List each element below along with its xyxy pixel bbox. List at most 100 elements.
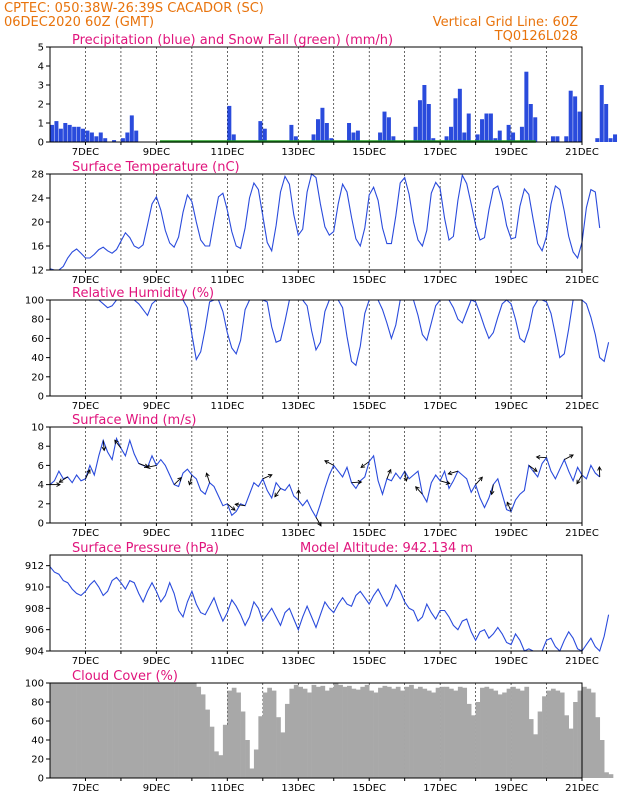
cloud-bar	[307, 692, 312, 778]
y-tick-label: 12	[31, 266, 44, 277]
cloud-bar	[449, 688, 454, 778]
cloud-bar	[564, 715, 569, 778]
wind-arrow	[576, 474, 583, 484]
cloud-bar	[280, 732, 286, 778]
cloud-bar	[582, 686, 587, 778]
precip-bar	[324, 123, 329, 142]
cloud-bar	[316, 686, 321, 778]
precip-bar	[386, 117, 391, 142]
series-line	[49, 566, 610, 653]
precip-bar	[103, 138, 108, 142]
x-tick-label: 17DEC	[423, 783, 457, 794]
precip-bar	[453, 98, 458, 142]
precip-bar	[426, 104, 431, 142]
x-tick-label: 7DEC	[72, 147, 99, 158]
y-tick-label: 80	[31, 698, 44, 709]
header-grid-note: Vertical Grid Line: 60Z	[433, 15, 578, 30]
precip-bar	[351, 132, 356, 142]
cloud-bar	[222, 724, 228, 778]
cloud-bar	[519, 690, 525, 778]
x-tick-label: 9DEC	[143, 147, 170, 158]
x-tick-label: 19DEC	[494, 528, 528, 539]
precip-bar	[94, 136, 99, 142]
panel-title: Surface Wind (m/s)	[72, 413, 196, 428]
cloud-bar	[58, 683, 64, 778]
precip-bar	[120, 138, 125, 142]
cloud-bar	[151, 683, 157, 778]
x-tick-label: 19DEC	[494, 147, 528, 158]
wind-arrow-head	[506, 501, 511, 507]
cloud-bar	[395, 686, 401, 778]
wind-arrow	[146, 464, 157, 468]
x-tick-label: 17DEC	[423, 275, 457, 286]
cloud-bar	[409, 684, 414, 778]
precip-bar	[417, 100, 422, 142]
y-tick-label: 0	[38, 519, 44, 530]
precip-bar	[595, 138, 600, 142]
cloud-bar	[253, 749, 259, 778]
cloud-bar	[196, 686, 202, 778]
x-tick-label: 21DEC	[565, 401, 599, 412]
wind-arrow	[59, 476, 68, 483]
x-tick-label: 21DEC	[565, 783, 599, 794]
cloud-bar	[404, 686, 410, 778]
wind-arrow-head	[296, 489, 301, 494]
x-tick-label: 19DEC	[494, 783, 528, 794]
series-line	[50, 299, 610, 367]
wind-arrow	[386, 469, 392, 480]
precip-bar	[484, 113, 489, 142]
panel-4: 0 2 4 6 8 10 7DEC 9DEC 11DEC 13DEC 15DEC 17DEC 19DEC…	[31, 413, 602, 539]
wind-arrow-head	[478, 476, 483, 482]
wind-arrow	[173, 477, 182, 485]
precip-bar	[382, 111, 387, 142]
precip-bar	[262, 128, 267, 142]
cloud-bar	[249, 768, 255, 778]
cloud-bar	[284, 703, 290, 778]
cloud-bar	[511, 686, 516, 778]
y-tick-label: 10	[31, 423, 44, 434]
cloud-bar	[89, 683, 95, 778]
precip-bar	[329, 138, 334, 142]
panel-6: 0 20 40 60 80 100 7DEC 9DEC 11DEC 13DEC 15DEC 17DEC…	[25, 669, 614, 794]
cloud-bar	[493, 690, 499, 778]
wind-arrow-head	[403, 477, 409, 482]
precip-bar	[599, 85, 604, 142]
precip-bar	[112, 140, 117, 142]
wind-arrow	[440, 480, 450, 484]
cloud-bar	[258, 716, 264, 778]
header-run-time: 06DEC2020 60Z (GMT)	[4, 15, 154, 30]
precip-bar	[67, 124, 72, 142]
precip-bar	[72, 126, 77, 142]
precip-bar	[258, 121, 263, 142]
cloud-bar	[160, 683, 166, 778]
cloud-bar	[329, 687, 335, 778]
cloud-bar	[98, 683, 104, 778]
x-tick-label: 9DEC	[143, 528, 170, 539]
x-tick-label: 21DEC	[565, 528, 599, 539]
cloud-bar	[214, 751, 219, 778]
cloud-bar	[94, 683, 100, 778]
cloud-bar	[555, 690, 561, 778]
cloud-bar	[462, 687, 468, 778]
cloud-bar	[533, 734, 538, 778]
y-tick-label: 2	[38, 100, 44, 111]
y-tick-label: 20	[31, 218, 44, 229]
cloud-bar	[528, 719, 534, 778]
cloud-bar	[120, 683, 126, 778]
cloud-bar	[573, 702, 578, 778]
y-tick-label: 904	[25, 647, 44, 658]
cloud-bar	[360, 686, 366, 778]
cloud-bar	[373, 692, 379, 778]
wind-arrow	[315, 517, 322, 527]
wind-arrow-head	[267, 473, 273, 479]
header-model-id: TQ0126L028	[494, 29, 578, 44]
cloud-bar	[324, 690, 330, 778]
precip-bar	[506, 124, 511, 142]
x-tick-label: 17DEC	[423, 401, 457, 412]
cloud-bar	[355, 689, 361, 778]
precip-bar	[125, 132, 130, 142]
wind-arrow-head	[114, 439, 119, 445]
wind-arrow	[360, 461, 370, 468]
precip-bar	[89, 132, 94, 142]
